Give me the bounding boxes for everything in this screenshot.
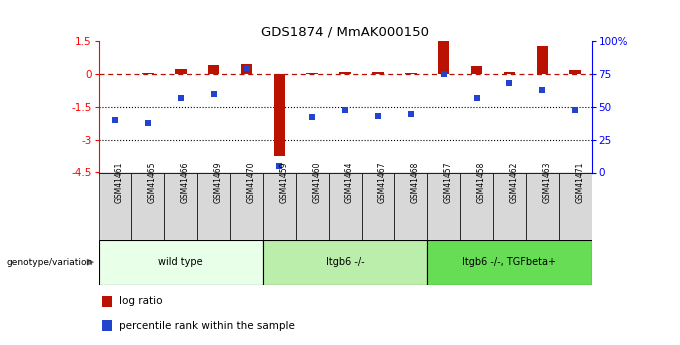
Bar — [230, 172, 263, 240]
Bar — [102, 296, 112, 307]
Bar — [372, 71, 384, 74]
Text: GSM41469: GSM41469 — [214, 162, 222, 203]
Bar — [142, 73, 154, 74]
Bar — [296, 172, 328, 240]
Bar — [273, 74, 285, 156]
Bar — [427, 172, 460, 240]
Bar — [109, 73, 121, 74]
Bar — [102, 320, 112, 331]
Text: genotype/variation: genotype/variation — [7, 258, 93, 267]
Text: GSM41459: GSM41459 — [279, 162, 288, 203]
Bar — [131, 172, 165, 240]
Bar — [241, 64, 252, 74]
Bar — [307, 73, 318, 74]
Bar — [504, 71, 515, 74]
Bar — [526, 172, 559, 240]
Text: Itgb6 -/-, TGFbeta+: Itgb6 -/-, TGFbeta+ — [462, 257, 556, 267]
Bar — [460, 172, 493, 240]
Bar — [537, 47, 548, 74]
Bar — [362, 172, 394, 240]
Text: GSM41462: GSM41462 — [509, 162, 518, 203]
Bar — [339, 72, 351, 74]
Bar — [427, 240, 592, 285]
Text: Itgb6 -/-: Itgb6 -/- — [326, 257, 364, 267]
Bar — [405, 73, 417, 74]
Bar — [165, 172, 197, 240]
Text: GSM41464: GSM41464 — [345, 162, 354, 203]
Text: wild type: wild type — [158, 257, 203, 267]
Text: GSM41458: GSM41458 — [477, 162, 486, 203]
Bar — [197, 172, 230, 240]
Bar — [569, 70, 581, 74]
Bar — [559, 172, 592, 240]
Text: percentile rank within the sample: percentile rank within the sample — [119, 321, 295, 331]
Bar — [208, 65, 220, 74]
Text: GSM41465: GSM41465 — [148, 162, 157, 203]
Text: GSM41466: GSM41466 — [181, 162, 190, 203]
Bar — [263, 172, 296, 240]
Bar — [175, 69, 186, 74]
Bar — [493, 172, 526, 240]
Text: GSM41461: GSM41461 — [115, 162, 124, 203]
Bar — [438, 41, 449, 74]
Bar — [328, 172, 362, 240]
Bar — [394, 172, 427, 240]
Bar — [263, 240, 427, 285]
Text: GSM41468: GSM41468 — [411, 162, 420, 203]
Bar — [99, 240, 263, 285]
Text: GSM41460: GSM41460 — [312, 162, 321, 203]
Text: GSM41471: GSM41471 — [575, 162, 584, 203]
Text: log ratio: log ratio — [119, 296, 163, 306]
Bar — [471, 66, 482, 74]
Text: GSM41457: GSM41457 — [444, 162, 453, 203]
Text: GSM41463: GSM41463 — [542, 162, 551, 203]
Title: GDS1874 / MmAK000150: GDS1874 / MmAK000150 — [261, 26, 429, 39]
Text: GSM41467: GSM41467 — [378, 162, 387, 203]
Text: GSM41470: GSM41470 — [246, 162, 256, 203]
Bar — [99, 172, 131, 240]
